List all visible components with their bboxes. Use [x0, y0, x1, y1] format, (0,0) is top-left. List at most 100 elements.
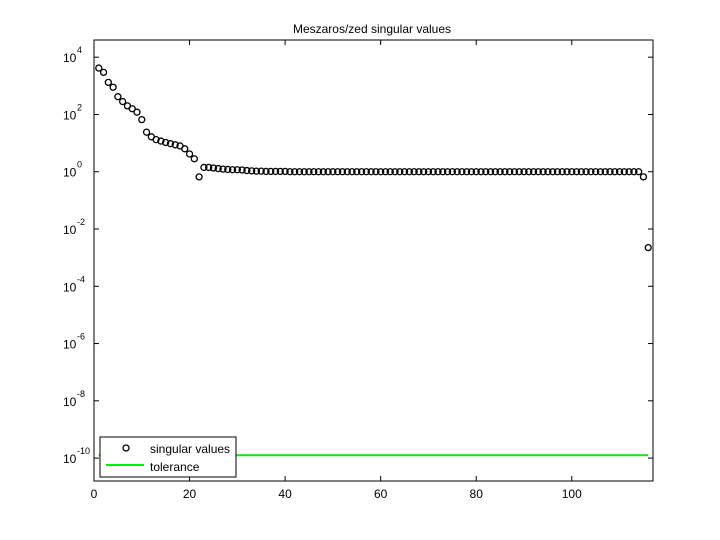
data-point	[381, 168, 390, 176]
data-point	[486, 168, 495, 176]
data-point	[520, 168, 528, 176]
data-point	[233, 166, 241, 174]
data-point	[224, 165, 232, 174]
data-point	[625, 168, 633, 176]
data-point	[463, 168, 471, 176]
data-point	[615, 168, 624, 176]
plot-frame	[93, 39, 654, 482]
data-point	[338, 168, 347, 176]
data-point	[162, 138, 170, 147]
data-point	[420, 168, 428, 176]
x-tick-label: 80	[470, 487, 484, 501]
data-point	[348, 168, 356, 176]
data-point	[276, 167, 284, 176]
data-point	[128, 105, 136, 113]
data-point	[185, 150, 194, 158]
y-tick-exponent: -10	[77, 446, 90, 456]
y-tick-label: 10	[63, 395, 77, 409]
data-point	[639, 173, 648, 181]
data-point	[563, 168, 571, 176]
data-point	[267, 167, 275, 176]
data-point	[324, 168, 332, 176]
data-point	[482, 168, 490, 176]
data-point	[582, 168, 590, 176]
data-point	[549, 168, 557, 176]
data-point	[415, 168, 423, 176]
data-point	[190, 155, 198, 163]
data-point	[568, 168, 576, 176]
data-point	[386, 168, 394, 176]
data-point	[424, 168, 433, 176]
legend-label-tolerance: tolerance	[150, 460, 200, 474]
data-point	[477, 168, 485, 176]
data-point	[510, 168, 519, 176]
data-point	[133, 108, 141, 116]
data-point	[362, 168, 370, 176]
data-point	[506, 168, 514, 176]
data-point	[314, 168, 323, 176]
data-point	[214, 164, 222, 173]
data-point	[501, 168, 509, 176]
data-point	[367, 168, 375, 176]
data-point	[635, 168, 643, 176]
data-point	[448, 168, 456, 176]
data-point	[405, 168, 413, 176]
data-point	[119, 97, 127, 106]
data-point	[353, 168, 361, 176]
data-point	[142, 128, 151, 136]
data-point	[205, 163, 213, 172]
chart-title: Meszaros/zed singular values	[293, 22, 451, 36]
data-point	[357, 168, 366, 176]
data-point	[95, 64, 103, 72]
data-point	[529, 168, 538, 176]
data-point	[152, 136, 160, 144]
data-point	[515, 168, 523, 176]
data-point	[219, 165, 227, 173]
data-point	[491, 168, 499, 176]
data-point	[252, 167, 261, 175]
data-point	[496, 168, 504, 176]
data-point	[181, 145, 189, 153]
data-point	[138, 115, 146, 124]
data-point	[429, 168, 437, 176]
data-point	[400, 168, 409, 176]
data-point	[606, 168, 614, 176]
y-tick-exponent: -4	[77, 274, 85, 284]
data-point	[577, 168, 585, 176]
data-point	[228, 166, 237, 174]
x-tick-label: 40	[278, 487, 292, 501]
data-point	[281, 167, 289, 176]
data-point	[171, 141, 179, 149]
data-point	[248, 167, 256, 175]
y-tick-exponent: 0	[77, 160, 82, 170]
y-tick-label: 10	[63, 166, 77, 180]
data-point	[601, 168, 609, 176]
data-point	[99, 68, 108, 77]
data-point	[114, 93, 122, 101]
data-point	[443, 168, 452, 176]
data-point	[434, 168, 442, 176]
data-point	[329, 168, 337, 176]
x-axis: 0 20 40 60 80 100	[91, 40, 582, 501]
data-point	[558, 168, 566, 176]
data-point	[166, 140, 175, 148]
data-point	[396, 168, 404, 176]
data-point	[534, 168, 542, 176]
x-tick-label: 60	[374, 487, 388, 501]
data-point	[271, 167, 280, 176]
x-tick-label: 0	[91, 487, 98, 501]
y-tick-exponent: -2	[77, 217, 85, 227]
x-tick-label: 100	[562, 487, 582, 501]
data-point	[572, 168, 581, 176]
y-tick-exponent: -8	[77, 389, 85, 399]
data-point	[630, 168, 638, 176]
data-point	[200, 163, 208, 172]
data-point	[544, 168, 552, 176]
data-point	[257, 167, 265, 175]
data-point	[553, 168, 562, 176]
data-point	[286, 168, 294, 176]
y-tick-label: 10	[63, 223, 77, 237]
y-tick-exponent: -6	[77, 332, 85, 342]
